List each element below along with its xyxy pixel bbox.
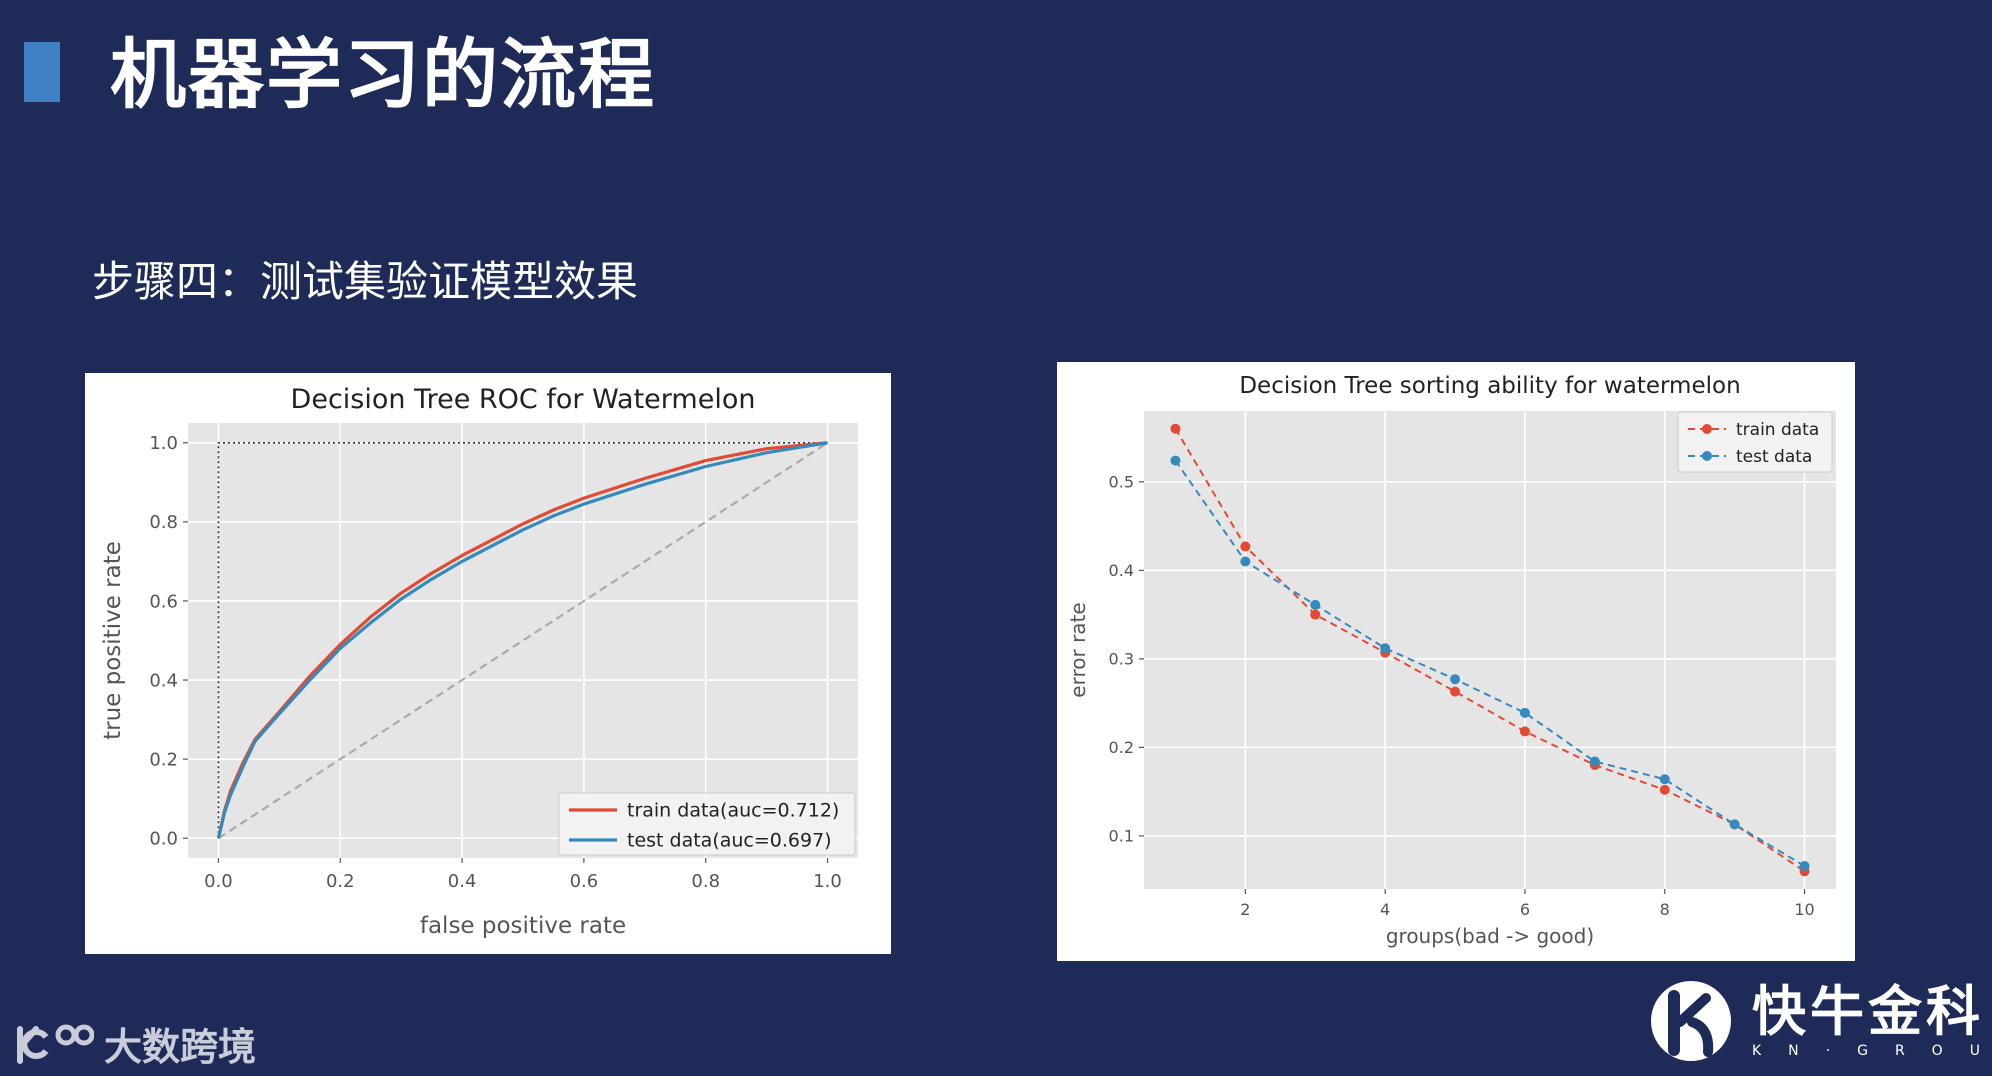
x-tick-label: 0.8 (691, 871, 720, 892)
legend-box (558, 792, 856, 856)
y-tick-label: 0.4 (1109, 561, 1134, 580)
sorting-chart-panel: 2 4 6 8 10 0.1 0.2 0.3 0.4 0.5 Decision Tree sorti… (1057, 362, 1855, 961)
y-tick-label: 0.2 (149, 749, 178, 770)
legend-label: train data(auc=0.712) (627, 800, 839, 822)
data-point (1519, 726, 1530, 737)
footer-right-brand: 快牛金科 KN·GROUP (1648, 978, 1992, 1064)
data-point (1659, 774, 1670, 785)
data-point (1240, 556, 1251, 567)
data-point (1170, 423, 1181, 434)
data-point (1310, 599, 1321, 610)
y-tick-label: 0.6 (149, 591, 178, 612)
kn-logo-icon (1651, 981, 1731, 1061)
chart-title: Decision Tree ROC for Watermelon (291, 384, 756, 415)
title-accent-bar (24, 42, 60, 102)
data-point (1799, 860, 1810, 871)
series-line-train (1174, 428, 1806, 873)
x-tick-label: 8 (1660, 900, 1670, 919)
footer-left-brand: 大数跨境 (14, 1016, 256, 1071)
random-classifier-line (217, 441, 829, 840)
x-tick-label: 0.6 (570, 871, 599, 892)
data-point (1170, 455, 1181, 466)
data-point (1240, 541, 1251, 552)
x-tick-label: 1.0 (813, 871, 842, 892)
data-point (1380, 643, 1391, 654)
legend-label: test data (1736, 447, 1812, 467)
legend-marker (1702, 424, 1712, 434)
right-brand-name: 快牛金科 (1752, 980, 1984, 1043)
sorting-chart: 2 4 6 8 10 0.1 0.2 0.3 0.4 0.5 Decision Tree sorti… (1066, 373, 1836, 948)
y-tick-label: 0.3 (1109, 649, 1134, 668)
data-point (1450, 686, 1461, 697)
series-line-test (216, 441, 828, 839)
y-axis-label: true positive rate (100, 541, 126, 740)
slide-subtitle: 步骤四：测试集验证模型效果 (92, 257, 639, 306)
x-tick-label: 6 (1520, 900, 1530, 919)
left-brand-name: 大数跨境 (104, 1025, 257, 1069)
x-tick-label: 0.4 (448, 871, 477, 892)
y-tick-label: 0.1 (1109, 826, 1134, 845)
y-tick-label: 0.0 (149, 829, 178, 850)
x-tick-label: 10 (1794, 900, 1814, 919)
y-axis-label: error rate (1066, 602, 1090, 697)
data-point (1589, 756, 1600, 767)
series-line-test (1174, 460, 1806, 867)
kboo-logo-icon (17, 1024, 94, 1064)
plot-area (1144, 411, 1836, 889)
y-tick-label: 0.2 (1109, 738, 1134, 757)
roc-chart: 0.0 0.2 0.4 0.6 0.8 1.0 0.0 0.2 0.4 0.6 0.8 1.0 Deci… (100, 384, 858, 939)
x-tick-label: 0.0 (204, 871, 233, 892)
right-brand-subtitle: KN·GROUP (1752, 1043, 1992, 1059)
data-point (1729, 819, 1740, 830)
chart-title: Decision Tree sorting ability for waterm… (1239, 373, 1740, 399)
x-axis-label: false positive rate (420, 913, 626, 939)
legend-marker (1702, 451, 1712, 461)
slide-title: 机器学习的流程 (110, 30, 656, 119)
x-tick-label: 4 (1380, 900, 1390, 919)
y-tick-label: 1.0 (149, 433, 178, 454)
x-tick-label: 2 (1240, 900, 1250, 919)
data-point (1659, 784, 1670, 795)
y-tick-label: 0.8 (149, 512, 178, 533)
legend-label: test data(auc=0.697) (627, 830, 832, 852)
data-point (1310, 609, 1321, 620)
legend-label: train data (1736, 420, 1819, 440)
data-point (1450, 674, 1461, 685)
x-axis-label: groups(bad -> good) (1386, 924, 1594, 948)
x-tick-label: 0.2 (326, 871, 355, 892)
data-point (1519, 707, 1530, 718)
y-tick-label: 0.4 (149, 670, 178, 691)
y-tick-label: 0.5 (1109, 472, 1134, 491)
perfect-classifier-line (217, 441, 828, 839)
roc-chart-panel: 0.0 0.2 0.4 0.6 0.8 1.0 0.0 0.2 0.4 0.6 0.8 1.0 Deci… (85, 373, 891, 954)
